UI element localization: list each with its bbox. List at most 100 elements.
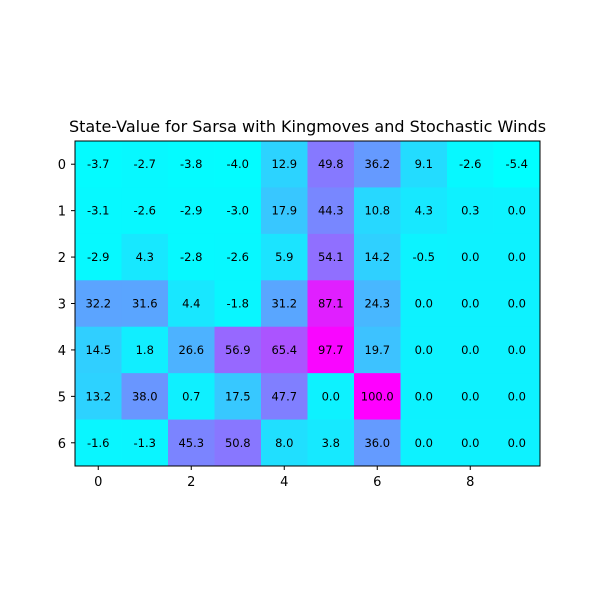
heatmap-cell (493, 233, 541, 281)
heatmap-cell (168, 326, 215, 374)
cell-value-label: 0.0 (508, 389, 526, 403)
heatmap-cell (493, 187, 541, 235)
cell-value-label: -5.4 (506, 157, 528, 171)
x-tick-label: 0 (94, 475, 102, 490)
cell-value-label: 87.1 (318, 297, 344, 311)
x-tick-label: 2 (187, 475, 195, 490)
cell-value-label: 0.0 (415, 389, 433, 403)
y-tick-label: 4 (58, 344, 66, 359)
heatmap-cell (447, 141, 494, 188)
cell-value-label: -2.7 (134, 157, 156, 171)
cell-value-label: -2.9 (87, 250, 109, 264)
cell-value-label: 0.0 (415, 436, 433, 450)
cell-value-label: 49.8 (318, 157, 344, 171)
cell-value-label: 4.3 (415, 204, 433, 218)
cell-value-label: 10.8 (364, 204, 390, 218)
cell-value-label: -1.6 (87, 436, 109, 450)
heatmap-cell (354, 233, 401, 281)
heatmap-cell (354, 419, 401, 467)
cell-value-label: 36.2 (364, 157, 390, 171)
heatmap-cell (354, 280, 401, 328)
heatmap-cell (307, 141, 355, 188)
heatmap-cells (75, 141, 541, 467)
heatmap-cell (214, 233, 262, 281)
heatmap-cell (168, 419, 215, 467)
cell-value-label: -3.0 (227, 204, 249, 218)
cell-value-label: -3.7 (87, 157, 109, 171)
y-tick-label: 5 (58, 390, 66, 405)
cell-value-label: 0.0 (508, 436, 526, 450)
cell-value-label: 54.1 (318, 250, 344, 264)
heatmap-cell (261, 280, 308, 328)
heatmap-cell (400, 373, 448, 420)
x-axis: 0 2 4 6 8 (94, 466, 474, 490)
heatmap-cell (75, 326, 122, 374)
x-tick-label: 4 (280, 475, 288, 490)
chart-title: State-Value for Sarsa with Kingmoves and… (69, 117, 546, 136)
cell-value-label: 0.0 (461, 389, 479, 403)
cell-value-label: 100.0 (361, 389, 394, 403)
cell-value-label: 97.7 (318, 343, 344, 357)
heatmap-cell (307, 326, 355, 374)
cell-value-label: 14.2 (364, 250, 390, 264)
cell-value-label: -3.1 (87, 204, 109, 218)
heatmap-cell (493, 373, 541, 420)
y-tick-label: 6 (58, 437, 66, 452)
cell-value-label: -1.3 (134, 436, 156, 450)
heatmap-cell (261, 373, 308, 420)
cell-value-label: -2.6 (134, 204, 156, 218)
heatmap-cell (447, 326, 494, 374)
heatmap-cell (261, 141, 308, 188)
heatmap-cell (493, 326, 541, 374)
cell-value-label: 4.3 (136, 250, 154, 264)
cell-value-label: -0.5 (413, 250, 435, 264)
cell-value-label: 4.4 (182, 297, 200, 311)
heatmap-cell (121, 280, 169, 328)
heatmap-cell (354, 187, 401, 235)
heatmap-cell (168, 187, 215, 235)
cell-value-label: -2.6 (459, 157, 481, 171)
heatmap-cell (261, 233, 308, 281)
heatmap-cell (354, 373, 401, 420)
heatmap-cell-labels: -3.7 -2.7 -3.8 -4.0 12.9 49.8 36.2 9.1 -2.6 -5.4 -… (85, 157, 528, 450)
cell-value-label: 0.3 (461, 204, 479, 218)
heatmap-cell (447, 280, 494, 328)
cell-value-label: 14.5 (85, 343, 111, 357)
heatmap-cell (75, 233, 122, 281)
cell-value-label: 9.1 (415, 157, 433, 171)
cell-value-label: 38.0 (132, 389, 158, 403)
cell-value-label: 47.7 (271, 389, 297, 403)
y-tick-label: 3 (58, 298, 66, 313)
heatmap-cell (307, 280, 355, 328)
cell-value-label: 0.0 (508, 204, 526, 218)
cell-value-label: -2.6 (227, 250, 249, 264)
heatmap-cell (307, 187, 355, 235)
heatmap-cell (168, 233, 215, 281)
heatmap-cell (75, 141, 122, 188)
heatmap-cell (121, 326, 169, 374)
heatmap-cell (400, 280, 448, 328)
heatmap-cell (214, 280, 262, 328)
cell-value-label: 3.8 (322, 436, 340, 450)
heatmap-cell (168, 280, 215, 328)
cell-value-label: 0.0 (461, 250, 479, 264)
heatmap-cell (75, 187, 122, 235)
heatmap-cell (307, 233, 355, 281)
cell-value-label: 65.4 (271, 343, 297, 357)
cell-value-label: -2.9 (180, 204, 202, 218)
heatmap-cell (400, 187, 448, 235)
cell-value-label: 31.2 (271, 297, 297, 311)
heatmap-cell (75, 280, 122, 328)
cell-value-label: 0.0 (508, 343, 526, 357)
cell-value-label: 17.9 (271, 204, 297, 218)
heatmap-cell (214, 419, 262, 467)
heatmap-cell (447, 187, 494, 235)
cell-value-label: 0.0 (322, 389, 340, 403)
heatmap-cell (214, 373, 262, 420)
y-tick-label: 2 (58, 251, 66, 266)
cell-value-label: 0.0 (461, 343, 479, 357)
cell-value-label: 1.8 (136, 343, 154, 357)
heatmap-cell (307, 373, 355, 420)
heatmap-cell (121, 419, 169, 467)
cell-value-label: 5.9 (275, 250, 293, 264)
